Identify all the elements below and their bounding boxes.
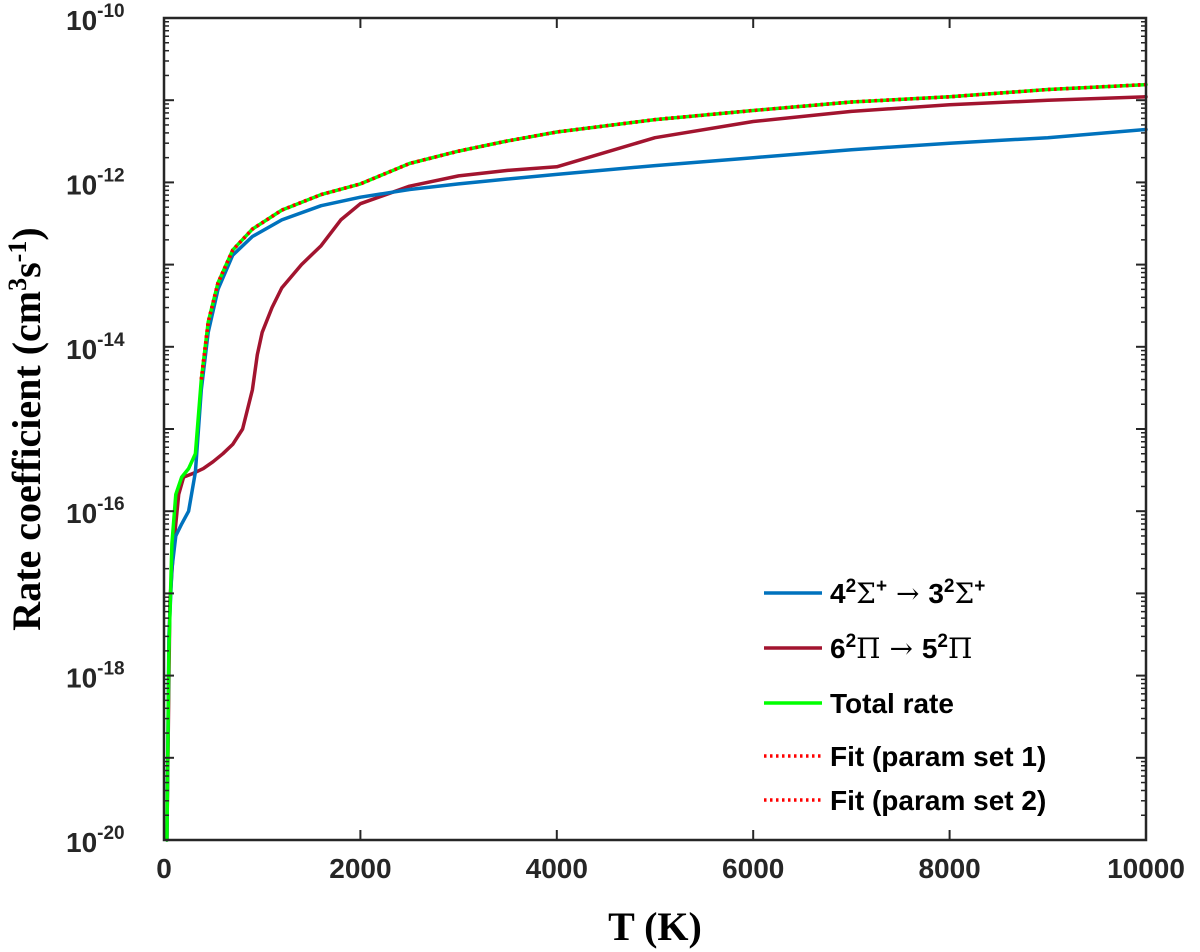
legend-label-2-pre: 6 <box>830 633 846 664</box>
y-tick-label-base: 10 <box>66 663 97 694</box>
y-tick-label-3: 10-16 <box>66 494 125 529</box>
legend-label-1-pre: 4 <box>830 578 846 609</box>
y-tick-label-base: 10 <box>66 498 97 529</box>
series-line-4 <box>199 82 1147 380</box>
x-tick-label-2: 4000 <box>526 853 588 884</box>
y-tick-label-exponent: -16 <box>97 494 124 515</box>
legend-label-1-sym2: Σ <box>954 577 974 610</box>
y-tick-label-exponent: -10 <box>97 1 124 22</box>
series-line-3 <box>165 82 1148 842</box>
legend-label-2-sup1: 2 <box>846 631 857 652</box>
legend-label-2-sym1: Π <box>856 632 880 665</box>
x-tick-label-0: 0 <box>156 853 172 884</box>
legend-box <box>752 568 1132 830</box>
axis-tick-labels: 0 2000 4000 6000 8000 1000010-1010-1210-1410-… <box>66 1 1185 884</box>
x-tick-label-5: 10000 <box>1107 853 1185 884</box>
legend-label-1-sup3: 2 <box>944 576 955 597</box>
series-line-1 <box>165 127 1148 842</box>
y-tick-label-exponent: -18 <box>97 659 124 680</box>
y-axis-title-sup-1: 3 <box>3 278 32 291</box>
axis-ticks <box>163 17 1147 841</box>
legend: 42Σ+ → 32Σ+ 62Π → 52Π Total rate Fit (pa… <box>752 568 1132 830</box>
y-tick-label-2: 10-14 <box>66 330 125 365</box>
y-tick-label-4: 10-18 <box>66 659 125 694</box>
y-axis-title-sup-2: -1 <box>3 241 32 263</box>
y-axis-title-part-2: s <box>4 262 49 278</box>
legend-label-2-sup3: 2 <box>937 631 948 652</box>
y-tick-label-exponent: -20 <box>97 823 124 844</box>
legend-label-1-pre2: 3 <box>928 578 944 609</box>
y-axis-title-part-1: Rate coefficient (cm <box>4 291 49 631</box>
x-tick-label-4: 8000 <box>918 853 980 884</box>
legend-label-series-1: 42Σ+ → 32Σ+ <box>830 576 985 610</box>
y-tick-label-exponent: -12 <box>97 165 124 186</box>
legend-label-1-sup2: + <box>876 576 887 597</box>
legend-label-1-sup1: 2 <box>846 576 857 597</box>
y-tick-label-exponent: -14 <box>97 330 125 351</box>
y-axis-title-part-3: ) <box>4 227 49 240</box>
legend-label-1-sup4: + <box>974 576 985 597</box>
y-tick-label-1: 10-12 <box>66 165 125 200</box>
x-axis-title: T (K) <box>608 904 702 949</box>
legend-label-2-pre2: 5 <box>922 633 938 664</box>
series-line-5 <box>199 82 1147 380</box>
y-tick-label-base: 10 <box>66 169 97 200</box>
y-tick-label-base: 10 <box>66 5 97 36</box>
series-line-2 <box>165 95 1148 842</box>
legend-label-1-sym1: Σ <box>856 577 876 610</box>
legend-label-2-arrow: → <box>881 632 922 665</box>
y-tick-label-base: 10 <box>66 827 97 858</box>
x-tick-label-3: 6000 <box>722 853 784 884</box>
x-tick-label-1: 2000 <box>329 853 391 884</box>
legend-label-series-4: Fit (param set 1) <box>830 741 1046 772</box>
legend-label-1-arrow: → <box>887 577 928 610</box>
y-axis-title: Rate coefficient (cm3s-1) <box>3 227 49 630</box>
y-tick-label-0: 10-10 <box>66 1 125 36</box>
y-tick-label-5: 10-20 <box>66 823 125 858</box>
plot-lines <box>165 82 1148 842</box>
legend-label-series-2: 62Π → 52Π <box>830 631 972 665</box>
y-tick-label-base: 10 <box>66 334 97 365</box>
legend-label-series-5: Fit (param set 2) <box>830 785 1046 816</box>
legend-label-2-sym2: Π <box>948 632 972 665</box>
legend-label-series-3: Total rate <box>830 688 954 719</box>
